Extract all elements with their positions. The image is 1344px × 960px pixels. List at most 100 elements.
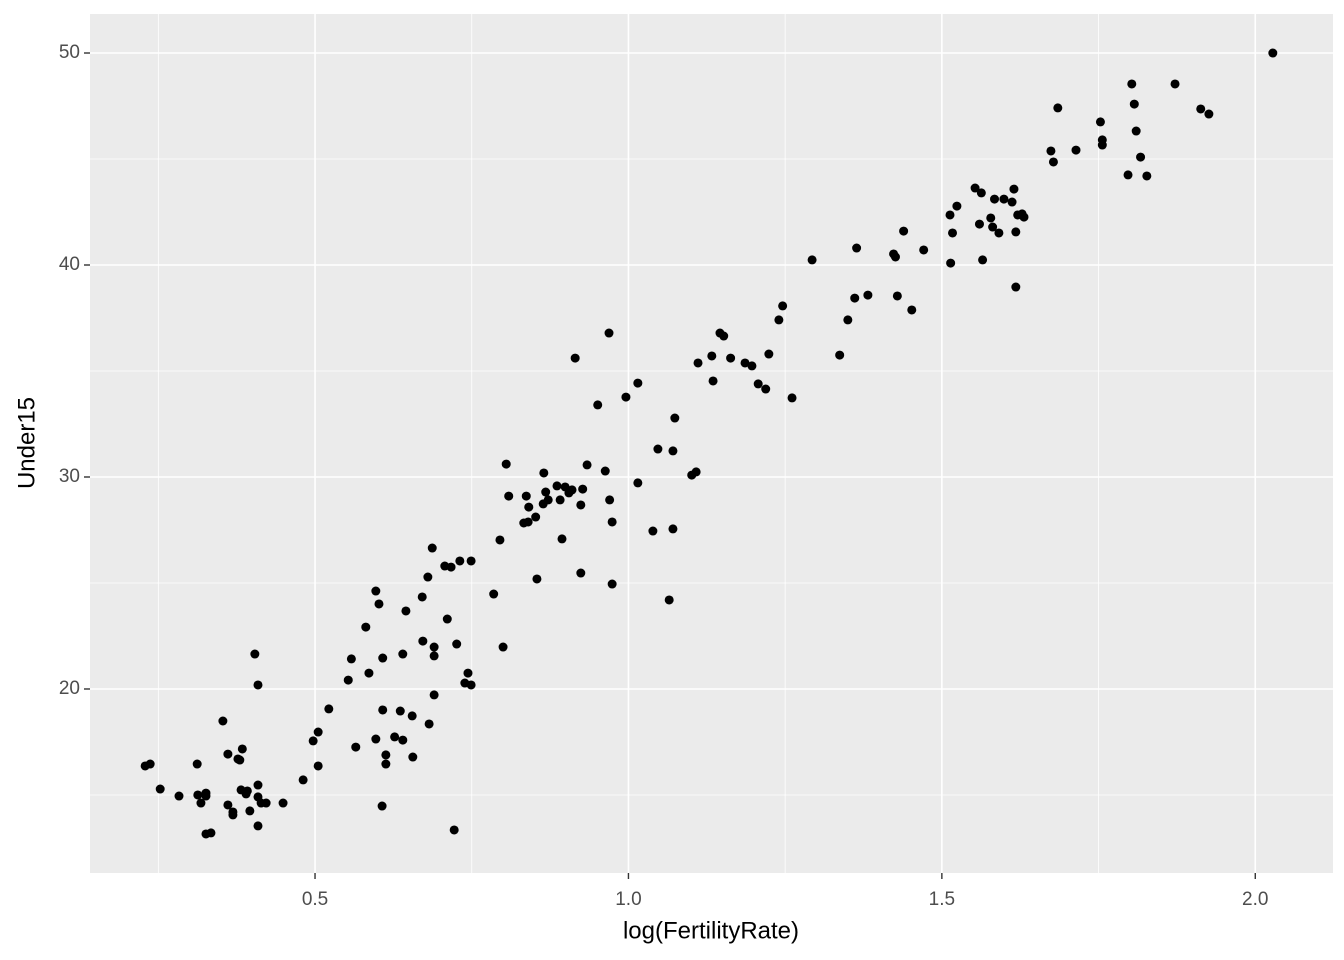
point [418,636,428,646]
point [201,788,211,798]
point [501,459,511,469]
point [761,384,771,394]
point [852,243,862,253]
point [324,704,334,714]
point [524,502,534,512]
point [223,800,233,810]
point [429,642,439,652]
point [986,213,996,223]
point [174,791,184,801]
point [408,752,418,762]
point [298,775,308,785]
point [726,353,736,363]
x-tick-label: 1.5 [929,889,955,910]
point [990,194,1000,204]
point [371,734,381,744]
point [395,706,405,716]
point [919,245,929,255]
point [495,535,505,545]
point [196,798,206,808]
point [429,690,439,700]
point [381,750,391,760]
point [582,460,592,470]
point [1131,126,1141,136]
point [648,526,658,536]
point [668,446,678,456]
point [1123,170,1133,180]
point [1095,117,1105,127]
grid [90,14,1333,873]
point [424,719,434,729]
point [446,562,456,572]
point [449,825,459,835]
point [994,228,1004,238]
point [1127,79,1137,89]
point [253,821,263,831]
point [489,589,499,599]
point [1009,184,1019,194]
point [1097,140,1107,150]
point [604,328,614,338]
point [308,736,318,746]
point [552,481,562,491]
plot-panel [90,14,1333,873]
point [976,188,986,198]
x-tick-label: 0.5 [302,889,328,910]
point [708,376,718,386]
point [261,798,271,808]
point [988,222,998,232]
point [850,293,860,303]
point [948,228,958,238]
point [364,668,374,678]
point [570,353,580,363]
point [978,255,988,265]
point [1053,103,1063,113]
point [945,210,955,220]
point [237,744,247,754]
point [607,517,617,527]
point [145,759,155,769]
point [278,798,288,808]
point [576,500,586,510]
point [593,400,603,410]
point [343,675,353,685]
point [155,784,165,794]
point [835,350,845,360]
point [1019,212,1029,222]
point [946,258,956,268]
point [747,361,757,371]
point [740,358,750,368]
point [466,680,476,690]
point [1048,157,1058,167]
point [351,742,361,752]
point [907,305,917,315]
point [999,194,1009,204]
point [719,331,729,341]
point [313,727,323,737]
point [633,378,643,388]
x-tick-label: 1.0 [615,889,641,910]
point [843,315,853,325]
point [193,790,203,800]
point [693,358,703,368]
point [541,487,551,497]
point [555,495,565,505]
point [890,252,900,262]
point [427,543,437,553]
point [532,574,542,584]
point [398,649,408,659]
point [899,226,909,236]
y-tick-label: 40 [59,254,80,275]
point [1007,197,1017,207]
point [753,379,763,389]
point [378,653,388,663]
point [778,301,788,311]
point [670,413,680,423]
point [242,786,252,796]
point [223,749,233,759]
point [253,680,263,690]
point [1268,48,1278,58]
point [970,183,980,193]
point [892,291,902,301]
point [621,392,631,402]
